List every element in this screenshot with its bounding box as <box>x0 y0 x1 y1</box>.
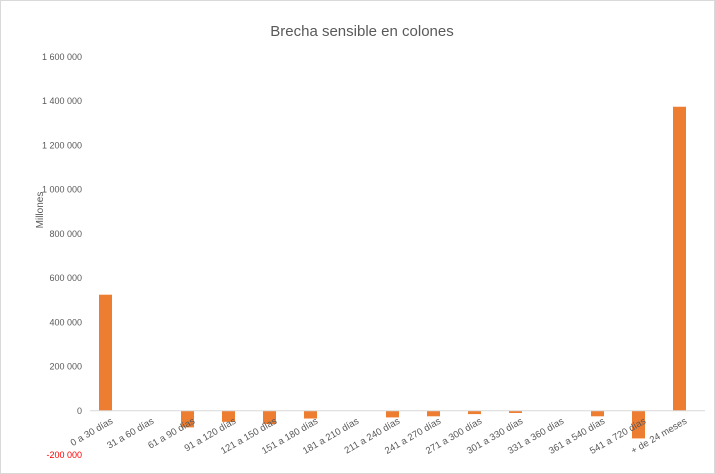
chart-title: Brecha sensible en colones <box>270 23 453 40</box>
y-tick-label: 0 <box>77 406 82 416</box>
bar-13 <box>591 410 604 417</box>
y-tick-label: 1 000 000 <box>42 185 82 195</box>
y-ticks: -200 000 0 200 000 400 000 600 000 800 000 1 0… <box>42 52 82 460</box>
y-tick-label: 1 400 000 <box>42 96 82 106</box>
y-tick-label: 200 000 <box>49 362 82 372</box>
y-tick-label: 600 000 <box>49 273 82 283</box>
bar-15 <box>673 106 686 411</box>
y-tick-label: 1 600 000 <box>42 52 82 62</box>
bar-3 <box>181 410 194 428</box>
y-tick-label: 400 000 <box>49 317 82 327</box>
bar-1 <box>99 294 112 411</box>
y-tick-label: -200 000 <box>46 450 82 460</box>
y-axis-label: Millones <box>35 192 46 229</box>
bars <box>99 106 686 439</box>
bar-4 <box>222 410 235 422</box>
y-tick-label: 800 000 <box>49 229 82 239</box>
bar-6 <box>304 410 317 419</box>
bar-5 <box>263 410 276 425</box>
bar-9 <box>427 410 440 417</box>
bar-14 <box>632 410 645 439</box>
bar-11 <box>509 410 522 413</box>
bar-8 <box>386 410 399 418</box>
y-tick-label: 1 200 000 <box>42 140 82 150</box>
bar-10 <box>468 410 481 415</box>
